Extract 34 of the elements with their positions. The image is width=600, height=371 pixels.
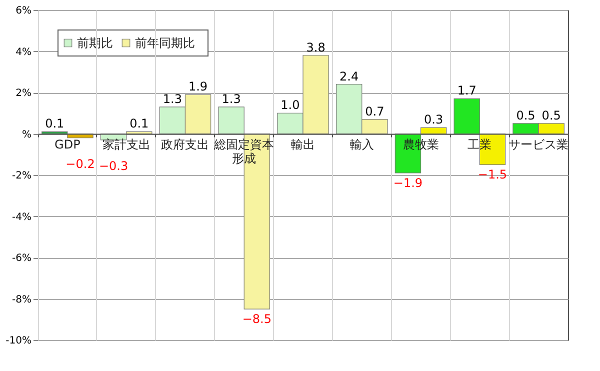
x-tick-label: 輸出	[291, 137, 315, 152]
y-tick-label: -8%	[12, 294, 32, 306]
data-label: −1.9	[393, 176, 423, 190]
data-label: 0.1	[130, 116, 149, 131]
data-label: 0.5	[542, 108, 561, 122]
data-label: 1.9	[188, 80, 208, 94]
data-label: 1.3	[162, 92, 182, 106]
x-tick-label: GDP	[54, 137, 80, 152]
y-tick-label: 6%	[16, 6, 32, 16]
data-label: 0.3	[424, 112, 444, 127]
x-tick-label: 輸入	[350, 137, 374, 152]
y-tick-label: -6%	[12, 253, 32, 264]
data-label: −8.5	[242, 312, 272, 326]
y-tick-label: 2%	[16, 88, 32, 99]
data-label: 1.0	[280, 98, 300, 112]
y-tick-label: -10%	[6, 336, 32, 346]
y-tick-label: -2%	[12, 170, 32, 182]
x-tick-label: 家計支出	[102, 137, 150, 152]
x-tick-label: サービス業	[508, 137, 569, 152]
data-label: −0.3	[98, 158, 128, 173]
data-label: 0.1	[45, 116, 64, 131]
data-label: 1.7	[457, 84, 476, 98]
data-label: 3.8	[306, 40, 326, 54]
data-label: 0.7	[365, 104, 384, 118]
data-label: 0.5	[516, 108, 536, 122]
data-label: −0.2	[66, 156, 95, 171]
x-tick-label: 政府支出	[161, 137, 210, 152]
y-tick-label: -4%	[12, 212, 32, 223]
y-tick-label: %	[22, 129, 32, 140]
y-tick-label: 4%	[16, 46, 32, 58]
data-label: 1.3	[222, 92, 241, 106]
data-label: −1.5	[478, 168, 508, 182]
x-tick-label: 農牧業	[402, 137, 439, 152]
data-label: 2.4	[340, 69, 359, 84]
